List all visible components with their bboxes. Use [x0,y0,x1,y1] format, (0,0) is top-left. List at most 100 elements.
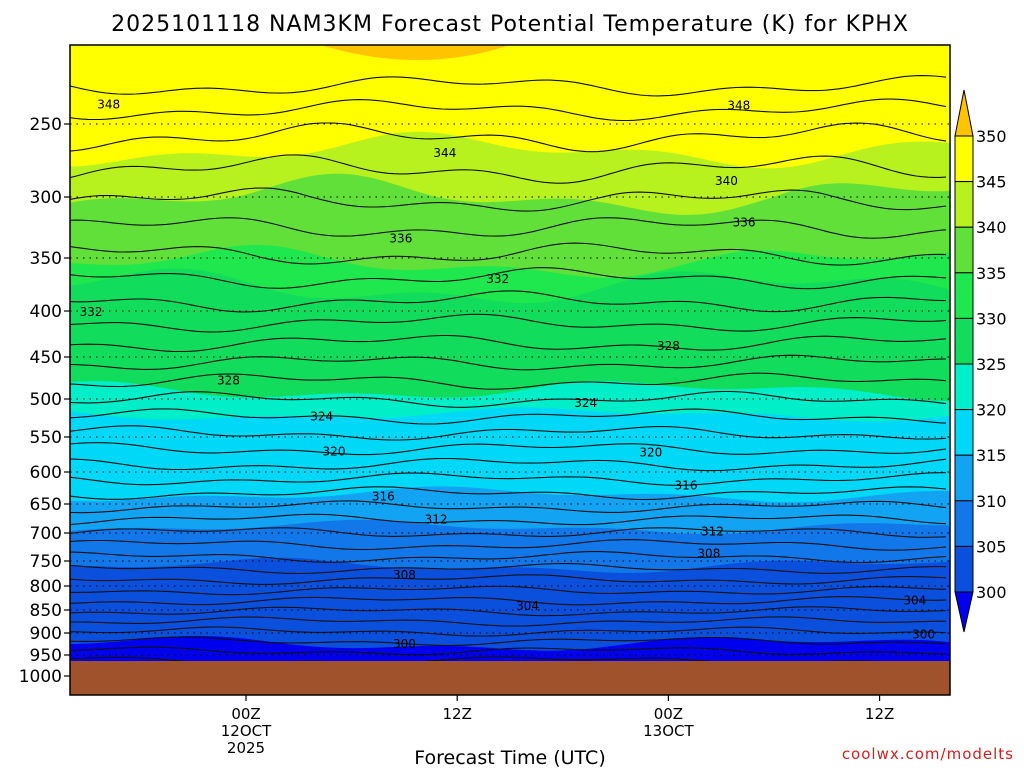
contour-line [70,98,947,122]
y-tick-label: 700 [30,524,62,544]
y-tick-label: 300 [30,188,62,208]
contour-line [70,646,946,656]
contour-line [70,75,947,97]
contour-line [70,551,947,564]
contour-line [70,539,947,551]
contour-label: 328 [657,339,680,353]
contour-label: 320 [323,445,346,459]
contour-lines [70,75,947,675]
x-tick-label: 00Z [654,705,683,723]
colorbar-swatch [954,226,974,274]
colorbar-swatch [954,272,974,319]
contour-line [70,636,947,647]
contour-label: 300 [393,637,416,651]
y-tick-label: 250 [30,115,62,135]
colorbar-swatch [954,135,974,183]
contour-line [70,242,947,266]
contour-line [70,372,947,390]
y-tick-label: 450 [30,348,62,368]
colorbar-swatch [954,454,974,502]
contour-line [70,354,947,371]
x-tick-label: 2025 [227,739,265,757]
contour-label: 328 [217,374,240,388]
colorbar-top-arrow [954,89,974,137]
contour-line [70,457,947,472]
contour-label: 348 [727,99,750,113]
colorbar-swatch [954,500,974,547]
contour-line [70,334,947,353]
contour-line [70,267,947,290]
colorbar: 350 345 340 335 330 325 320 315 310 305 300 [954,89,1007,633]
contour-line [70,390,947,408]
contour-label: 320 [639,445,662,459]
contour-label: 316 [675,478,698,492]
contour-label: 348 [97,97,120,111]
y-axis: 250 300 350 400 450 500 550 600 650 700 750 800 850 9… [19,115,70,687]
contour-label: 316 [372,489,395,503]
contour-line [70,616,946,627]
contour-label: 324 [310,409,333,423]
colorbar-label: 345 [976,173,1007,192]
contour-label: 324 [988,379,1011,393]
colorbar-label: 300 [976,583,1007,602]
colorbar-bottom-arrow [954,591,974,633]
contour-label: 332 [80,305,103,319]
contour-line [70,500,947,514]
x-tick-label: 00Z [231,705,260,723]
plot-frame [69,44,951,696]
x-axis: 00Z12OCT202512Z00Z13OCT12Z00Z14OCT [221,695,894,757]
contour-line [70,425,947,441]
colorbar-swatch [954,317,974,365]
contour-line [70,313,947,333]
colorbar-label: 305 [976,537,1007,556]
y-tick-label: 400 [30,302,62,322]
y-tick-label: 550 [30,428,62,448]
contour-labels: 348 348 344 340 336 336 332 332 328 328 324 324 324 3… [80,97,1011,651]
chart-title: 2025101118 NAM3KM Forecast Potential Tem… [111,12,909,37]
y-tick-label: 800 [30,577,62,597]
contour-line [70,574,947,585]
contour-label: 336 [733,216,756,230]
colorbar-label: 320 [976,401,1007,420]
y-tick-label: 900 [30,624,62,644]
y-tick-label: 650 [30,495,62,515]
y-tick-label: 600 [30,463,62,483]
band-350-plus [70,45,510,60]
y-tick-label: 500 [30,390,62,410]
contour-line [70,187,947,212]
colorbar-label: 315 [976,446,1007,465]
contour-line [70,290,947,313]
terrain-block [70,661,950,695]
contour-line [70,585,947,596]
colorbar-label: 310 [976,492,1007,511]
contour-label: 304 [516,599,539,613]
plot-area: 348 3483443403363363323323283283243243243… [70,45,1011,695]
colorbar-label: 335 [976,264,1007,283]
contour-line [70,513,947,526]
contour-line [70,408,947,425]
contour-label: 308 [697,547,720,561]
contour-label: 312 [425,513,448,527]
contour-line [70,527,947,538]
credit-text: coolwx.com/modelts [842,745,1014,763]
contour-line [70,606,947,617]
contour-label: 340 [715,174,738,188]
x-tick-label: 13OCT [643,722,694,740]
colorbar-label: 350 [976,127,1007,146]
contour-line [70,217,947,239]
y-tick-label: 750 [30,552,62,572]
colorbar-label: 330 [976,309,1007,328]
x-tick-label: 12Z [443,705,472,723]
colorbar-label: 340 [976,218,1007,237]
colorbar-swatch [954,409,974,456]
y-tick-label: 1000 [19,667,62,687]
colorbar-swatch [954,363,974,411]
y-tick-label: 350 [30,249,62,269]
contour-label: 300 [912,627,935,641]
x-tick-label: 12Z [865,705,894,723]
contour-line [70,122,947,153]
contour-line [70,486,947,501]
colorbar-swatch [954,181,974,228]
contour-line [70,626,947,637]
